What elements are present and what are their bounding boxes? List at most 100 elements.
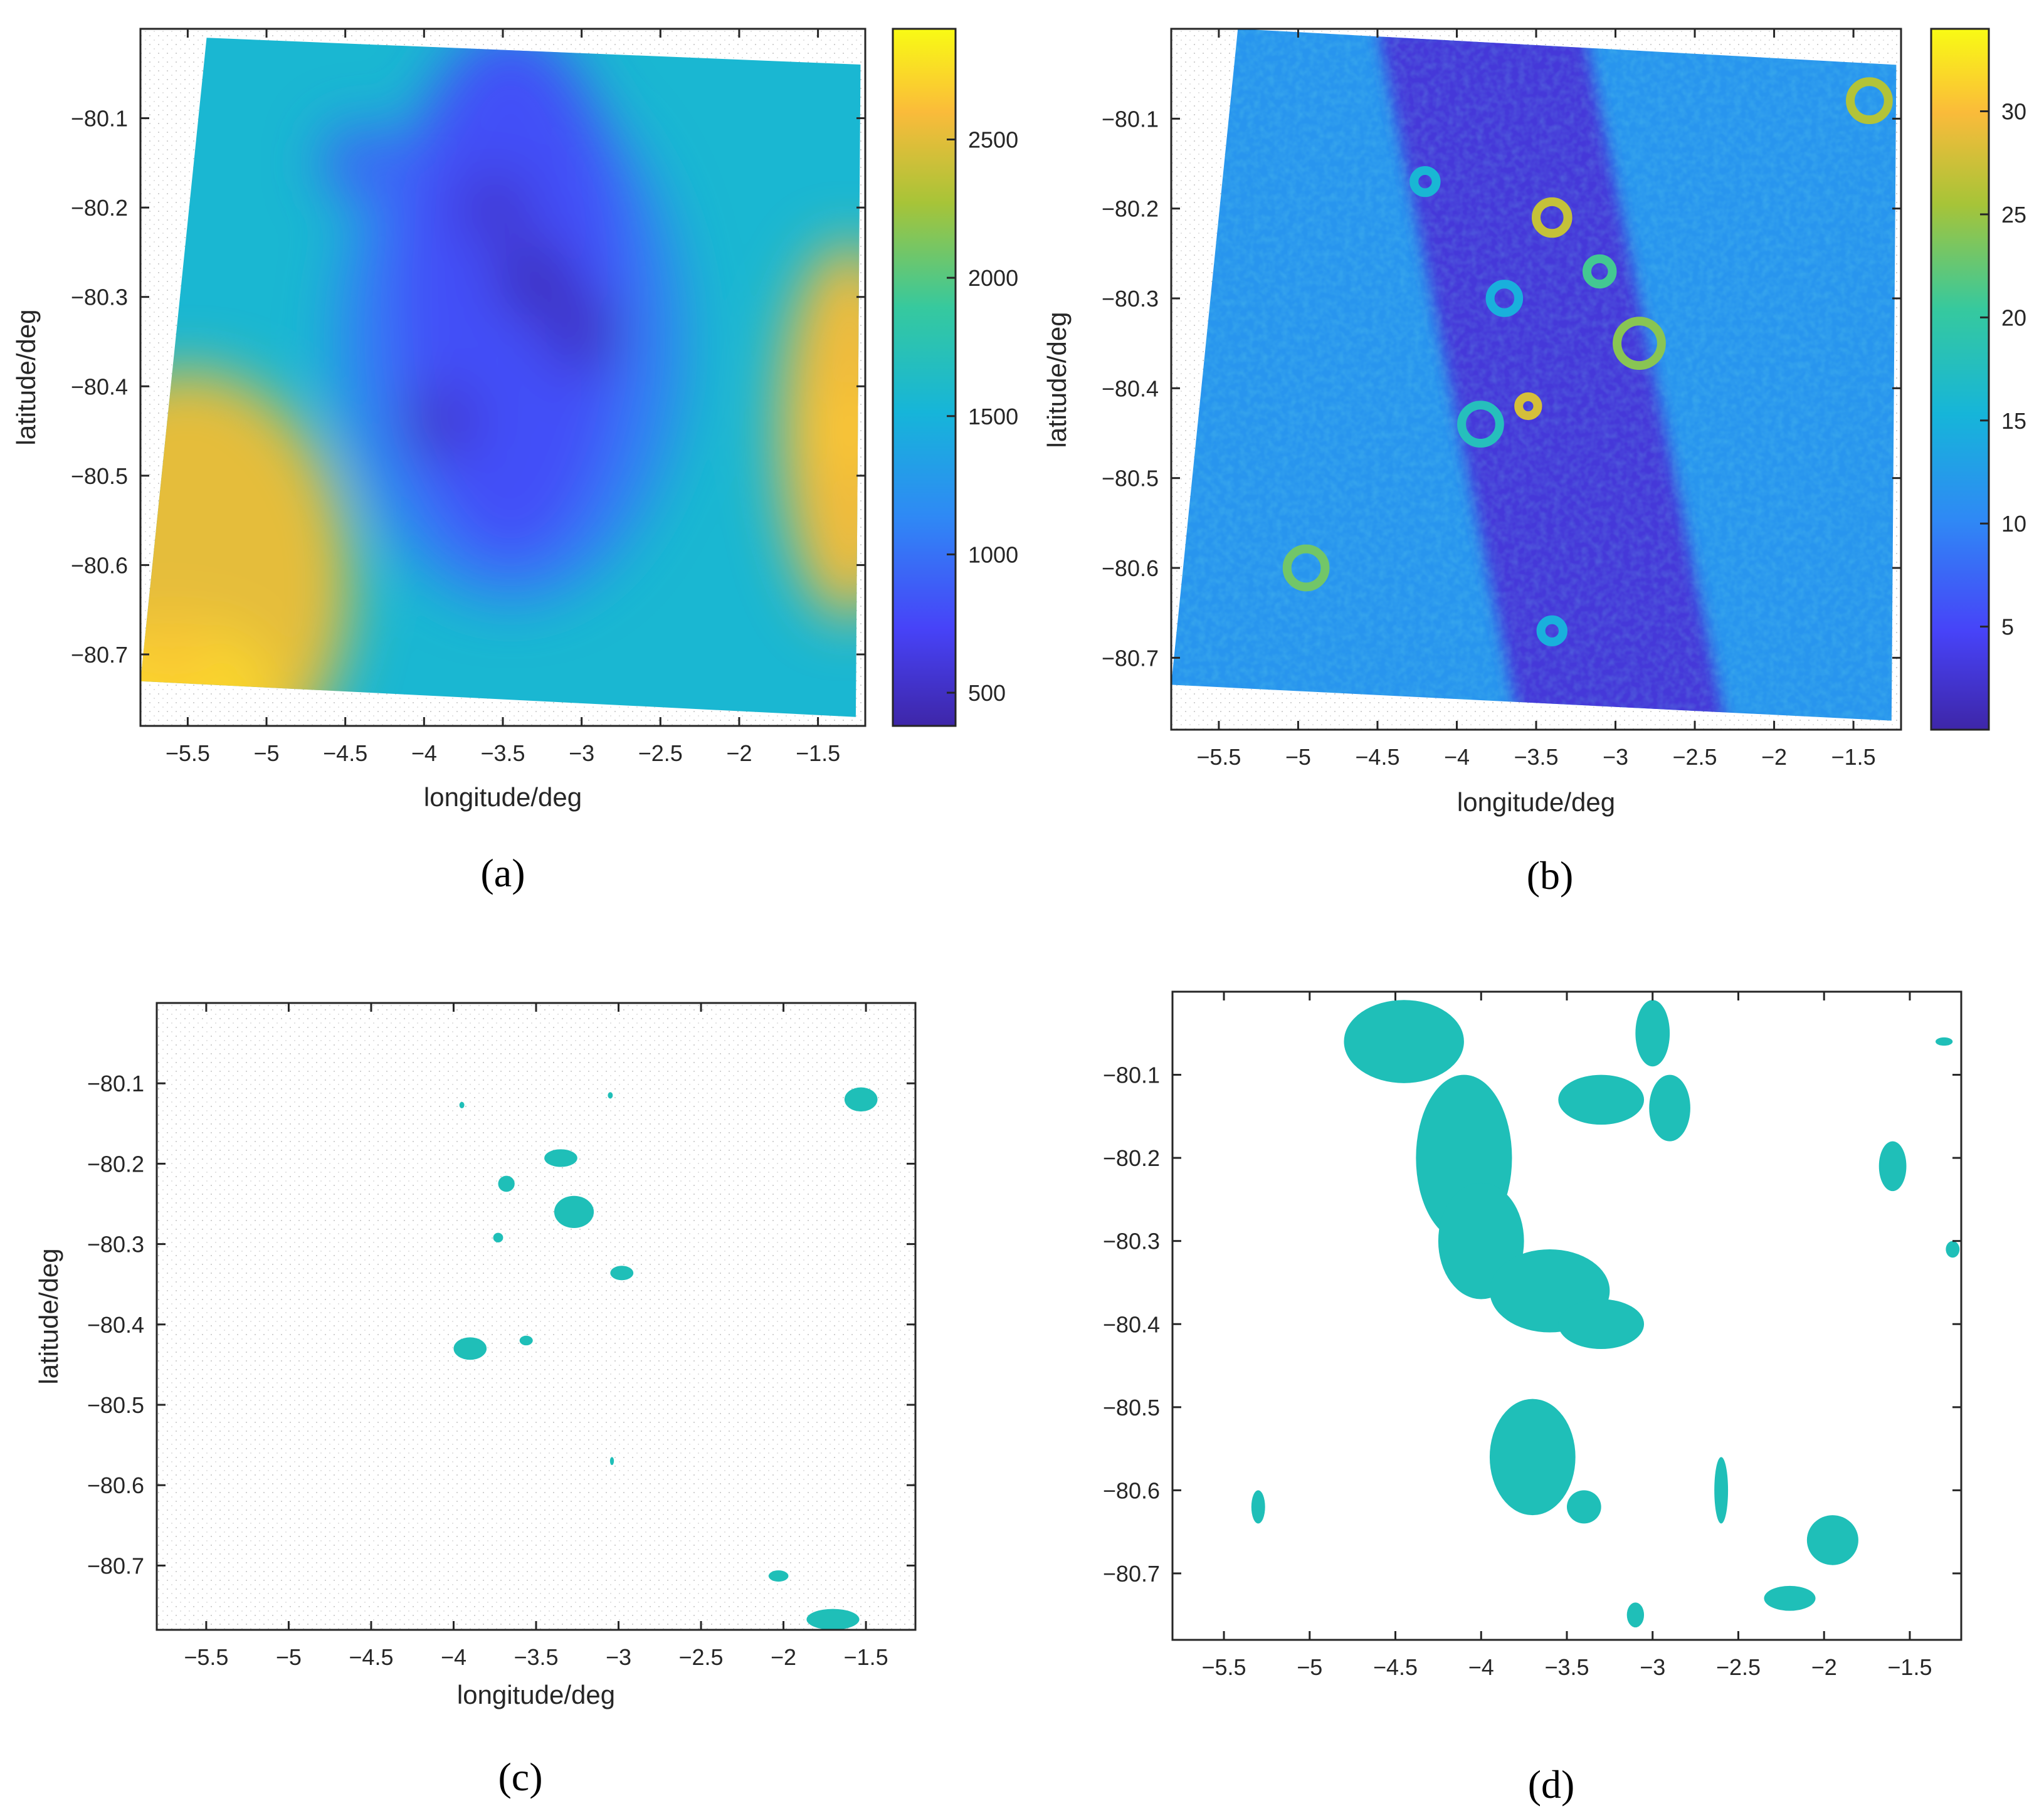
y-tick-label: −80.5 — [71, 463, 128, 489]
panel-c-regions — [453, 1087, 878, 1630]
y-tick-label: −80.3 — [1103, 1229, 1160, 1254]
x-tick-label: −4.5 — [349, 1644, 393, 1670]
colorbar-tick-label: 500 — [968, 680, 1006, 706]
panel-c-x-axis-label: longitude/deg — [457, 1680, 615, 1709]
colorbar-tick-label: 5 — [2001, 614, 2014, 640]
panel-b-colorbar-ticks: 5 10 15 20 25 30 — [1980, 99, 2026, 640]
panel-a-elevation-map: −5.5 −5 −4.5 −4 −3.5 −3 −2.5 −2 −1.5 −80.1−80.2−… — [11, 28, 1018, 895]
colorbar-tick-label: 1000 — [968, 542, 1018, 567]
x-tick-label: −1.5 — [796, 740, 840, 766]
panel-d-regions — [1251, 1000, 1960, 1628]
colorbar-tick-label: 2500 — [968, 127, 1018, 153]
panel-a-x-axis-label: longitude/deg — [424, 782, 582, 812]
panel-b-x-axis-label: longitude/deg — [1457, 787, 1615, 817]
panel-c-cluster-region — [493, 1232, 503, 1243]
x-tick-label: −5 — [254, 740, 280, 766]
panel-d-cluster-region — [1878, 1141, 1907, 1192]
x-tick-label: −5 — [276, 1644, 302, 1670]
panel-d-cluster-region — [1558, 1074, 1645, 1125]
y-tick-label: −80.7 — [1103, 1561, 1160, 1587]
x-tick-label: −5 — [1297, 1654, 1322, 1680]
panel-d-cluster-region — [1714, 1457, 1729, 1524]
panel-a-feature — [497, 241, 572, 317]
panel-b-crater-ring — [1532, 197, 1573, 238]
panel-b-crater-ring — [1409, 165, 1441, 197]
x-tick-label: −2 — [1761, 744, 1787, 770]
panel-c-cluster-region — [844, 1087, 878, 1112]
panel-a-colorbar-ticks: 500 1000 1500 2000 2500 — [947, 127, 1018, 706]
panel-b-crater-ring — [1485, 280, 1524, 317]
x-tick-label: −4.5 — [1373, 1654, 1418, 1680]
x-tick-label: −4.5 — [1355, 744, 1399, 770]
colorbar-tick-label: 20 — [2001, 305, 2026, 330]
panel-b-surface — [1171, 29, 1897, 721]
panel-b-crater-ring — [1536, 615, 1568, 647]
panel-a-feature — [811, 393, 861, 469]
panel-a-feature — [457, 170, 533, 246]
x-tick-label: −4 — [411, 740, 437, 766]
x-tick-label: −3.5 — [514, 1644, 558, 1670]
panel-d-cluster-region — [1649, 1074, 1690, 1142]
y-tick-label: −80.5 — [1103, 1395, 1160, 1420]
panel-c-cluster-region — [554, 1195, 594, 1228]
y-tick-label: −80.6 — [1102, 555, 1159, 581]
panel-a-feature — [402, 384, 478, 460]
panel-a-y-axis-label: latitude/deg — [11, 309, 41, 445]
panel-c-cluster-region — [609, 1457, 614, 1466]
x-tick-label: −4 — [1444, 744, 1470, 770]
x-tick-label: −3 — [606, 1644, 631, 1670]
y-tick-label: −80.6 — [1103, 1478, 1160, 1503]
x-tick-label: −1.5 — [1887, 1654, 1932, 1680]
panel-c-x-axis: −5.5 −5 −4.5 −4 −3.5 −3 −2.5 −2 −1.5 — [184, 1003, 888, 1670]
y-tick-label: −80.2 — [71, 195, 128, 221]
y-tick-label: −80.6 — [87, 1472, 144, 1498]
panel-d-cluster-region — [1806, 1515, 1858, 1565]
panel-d-cluster-region — [1626, 1602, 1645, 1628]
panel-d-cluster-region — [1764, 1585, 1816, 1611]
x-tick-label: −4 — [1468, 1654, 1494, 1680]
x-tick-label: −3.5 — [1544, 1654, 1589, 1680]
panel-a-label: (a) — [480, 851, 525, 895]
y-tick-label: −80.4 — [1103, 1311, 1160, 1337]
x-tick-label: −4.5 — [323, 740, 367, 766]
panel-c-cluster-region — [453, 1337, 487, 1360]
panel-c-y-axis: −80.1 −80.2 −80.3 −80.4 −80.5 −80.6 −80.7 — [87, 1071, 915, 1578]
panel-b-crater-ring — [1613, 317, 1666, 370]
panel-c-y-axis-label: latitude/deg — [34, 1248, 63, 1384]
panel-a-feature — [140, 616, 210, 692]
x-tick-label: −2 — [1811, 1654, 1837, 1680]
panel-b-texture — [1171, 29, 1897, 721]
panel-a-southwest-high — [140, 369, 351, 717]
panel-d-cluster-region — [1567, 1490, 1601, 1524]
panel-c-cluster-region — [768, 1570, 789, 1582]
colorbar-tick-label: 2000 — [968, 265, 1018, 291]
y-tick-label: −80.6 — [71, 552, 128, 578]
x-tick-label: −5 — [1285, 744, 1311, 770]
panel-d-cluster-region — [1251, 1490, 1265, 1524]
panel-c-cluster-region — [459, 1101, 465, 1108]
panel-a-x-axis: −5.5 −5 −4.5 −4 −3.5 −3 −2.5 −2 −1.5 — [166, 29, 840, 766]
panel-d-cluster-region — [1946, 1241, 1960, 1258]
panel-d-cluster-region — [1558, 1299, 1645, 1350]
panel-c-cluster-region — [519, 1335, 533, 1346]
panel-c-cluster-region — [544, 1149, 577, 1167]
panel-d-y-axis: −80.1 −80.2 −80.3 −80.4 −80.5 −80.6 −80.7 — [1103, 1063, 1961, 1587]
panel-b-y-axis-label: latitude/deg — [1042, 312, 1072, 448]
x-tick-label: −3 — [569, 740, 594, 766]
panel-c-cluster-region — [608, 1092, 613, 1099]
x-tick-label: −3 — [1640, 1654, 1665, 1680]
y-tick-label: −80.1 — [87, 1071, 144, 1096]
y-tick-label: −80.2 — [87, 1151, 144, 1177]
colorbar-tick-label: 15 — [2001, 408, 2026, 434]
panel-d-label: (d) — [1528, 1762, 1575, 1807]
x-tick-label: −4 — [441, 1644, 466, 1670]
panel-b-crater-ring — [1582, 254, 1617, 289]
x-tick-label: −5.5 — [166, 740, 210, 766]
y-tick-label: −80.1 — [1103, 1063, 1160, 1088]
colorbar-tick-label: 10 — [2001, 511, 2026, 537]
x-tick-label: −2.5 — [679, 1644, 724, 1670]
x-tick-label: −3.5 — [480, 740, 525, 766]
panel-c-cluster-region — [498, 1175, 515, 1192]
y-tick-label: −80.4 — [1102, 375, 1159, 401]
